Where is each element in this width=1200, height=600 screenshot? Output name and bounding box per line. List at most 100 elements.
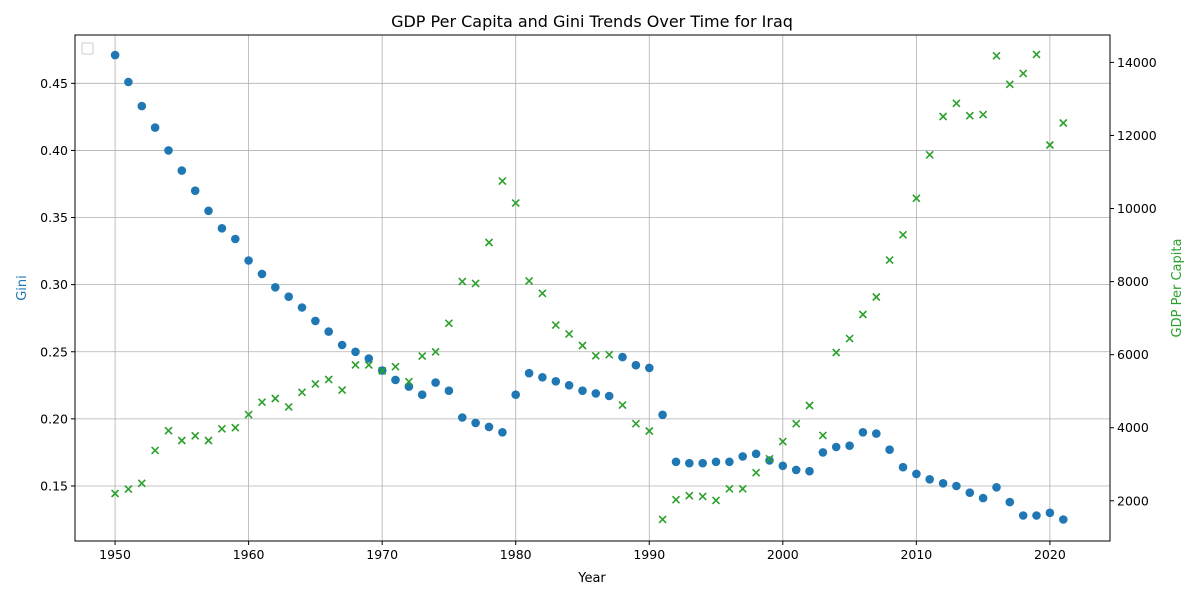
gdp-point bbox=[378, 366, 387, 375]
gini-point bbox=[725, 457, 734, 467]
x-tick-label: 2010 bbox=[900, 547, 932, 562]
gini-point bbox=[164, 146, 173, 155]
gini-point bbox=[217, 224, 227, 233]
gdp-point bbox=[685, 491, 694, 500]
gini-point bbox=[137, 101, 147, 111]
gini-point bbox=[765, 456, 774, 465]
gini-point bbox=[511, 390, 520, 400]
y-right-tick-label: 2000 bbox=[1117, 493, 1149, 508]
gini-point bbox=[257, 269, 267, 279]
x-tick-label: 2020 bbox=[1034, 547, 1066, 562]
gdp-point bbox=[872, 292, 881, 302]
gini-point bbox=[885, 445, 894, 455]
gini-point bbox=[1032, 511, 1041, 520]
gdp-point bbox=[338, 386, 347, 395]
gini-point bbox=[925, 475, 934, 484]
gini-point bbox=[1018, 511, 1028, 520]
gdp-point bbox=[898, 230, 908, 239]
gini-point bbox=[698, 458, 707, 468]
gini-point bbox=[471, 418, 480, 428]
y-left-tick-label: 0.20 bbox=[40, 411, 68, 426]
gdp-point bbox=[431, 347, 440, 356]
gdp-point bbox=[992, 51, 1001, 60]
gini-point bbox=[110, 50, 120, 60]
x-tick-label: 1980 bbox=[500, 547, 532, 562]
gini-point bbox=[150, 123, 160, 132]
gini-point bbox=[791, 465, 801, 475]
gdp-point bbox=[391, 362, 400, 371]
gdp-point bbox=[204, 436, 213, 445]
gdp-point bbox=[698, 492, 707, 501]
gdp-point bbox=[605, 350, 614, 359]
gdp-point bbox=[324, 375, 333, 384]
gini-point bbox=[1059, 515, 1068, 524]
gini-point bbox=[231, 234, 240, 244]
y-left-tick-label: 0.25 bbox=[40, 344, 68, 359]
gini-point bbox=[805, 466, 814, 476]
gdp-point bbox=[364, 360, 373, 369]
gini-point bbox=[631, 360, 641, 370]
gdp-point bbox=[885, 256, 894, 265]
gini-point bbox=[912, 469, 921, 479]
gdp-point bbox=[738, 484, 747, 493]
gdp-point bbox=[271, 394, 280, 403]
gdp-point bbox=[458, 277, 467, 286]
x-tick-label: 1990 bbox=[633, 547, 665, 562]
gini-point bbox=[417, 390, 427, 400]
gdp-point bbox=[1045, 140, 1054, 150]
gini-point bbox=[244, 256, 253, 265]
gdp-point bbox=[1032, 50, 1041, 59]
gdp-point bbox=[858, 310, 867, 319]
grid bbox=[75, 35, 1110, 541]
gini-point bbox=[938, 479, 948, 488]
gdp-point bbox=[351, 360, 360, 369]
gdp-point bbox=[525, 276, 534, 285]
gdp-point bbox=[284, 402, 293, 411]
gdp-point bbox=[231, 423, 240, 432]
y-left-tick-label: 0.40 bbox=[40, 143, 68, 158]
y-left-tick-label: 0.30 bbox=[40, 277, 68, 292]
x-axis-title: Year bbox=[577, 571, 606, 586]
gdp-point bbox=[164, 426, 173, 435]
gini-point bbox=[524, 368, 534, 378]
gdp-point bbox=[404, 377, 413, 386]
gdp-point bbox=[578, 341, 587, 350]
gini-point bbox=[324, 327, 334, 336]
gini-point bbox=[965, 488, 975, 498]
gini-point bbox=[204, 206, 213, 216]
gini-point bbox=[738, 452, 747, 461]
gdp-point bbox=[792, 419, 801, 428]
x-tick-label: 1950 bbox=[99, 547, 131, 562]
gini-point bbox=[271, 283, 280, 292]
y-right-tick-label: 4000 bbox=[1117, 420, 1149, 435]
gdp-point bbox=[765, 454, 774, 463]
gdp-point bbox=[297, 388, 307, 397]
gini-point bbox=[538, 373, 547, 382]
gini-point bbox=[337, 340, 347, 350]
chart-title: GDP Per Capita and Gini Trends Over Time… bbox=[391, 12, 793, 31]
gini-point bbox=[124, 77, 133, 87]
gdp-point bbox=[658, 515, 667, 524]
y-left-tick-label: 0.35 bbox=[40, 210, 68, 225]
gini-point bbox=[177, 166, 187, 175]
gdp-point bbox=[805, 401, 814, 410]
gdp-point bbox=[645, 426, 654, 436]
gini-point bbox=[444, 386, 454, 396]
gini-point bbox=[484, 422, 494, 432]
gdp-point bbox=[752, 468, 761, 477]
gini-point bbox=[1005, 497, 1015, 507]
gdp-point bbox=[952, 99, 961, 108]
gini-point bbox=[711, 457, 721, 467]
axis-ticks: 1950 1960 1970 1980 1990 2000 2010 2020 0.15 0.20… bbox=[40, 55, 1157, 562]
y-left-tick-label: 0.45 bbox=[40, 76, 68, 91]
y-right-tick-label: 6000 bbox=[1117, 347, 1149, 362]
gdp-point bbox=[912, 194, 921, 203]
gini-point bbox=[858, 428, 868, 437]
gini-point bbox=[284, 292, 294, 302]
gdp-point bbox=[151, 446, 160, 455]
gdp-point bbox=[177, 436, 186, 445]
gdp-point bbox=[1059, 118, 1068, 128]
gdp-point bbox=[832, 348, 841, 357]
y-axis-right-title: GDP Per Capita bbox=[1170, 239, 1185, 338]
gini-point bbox=[311, 316, 320, 326]
